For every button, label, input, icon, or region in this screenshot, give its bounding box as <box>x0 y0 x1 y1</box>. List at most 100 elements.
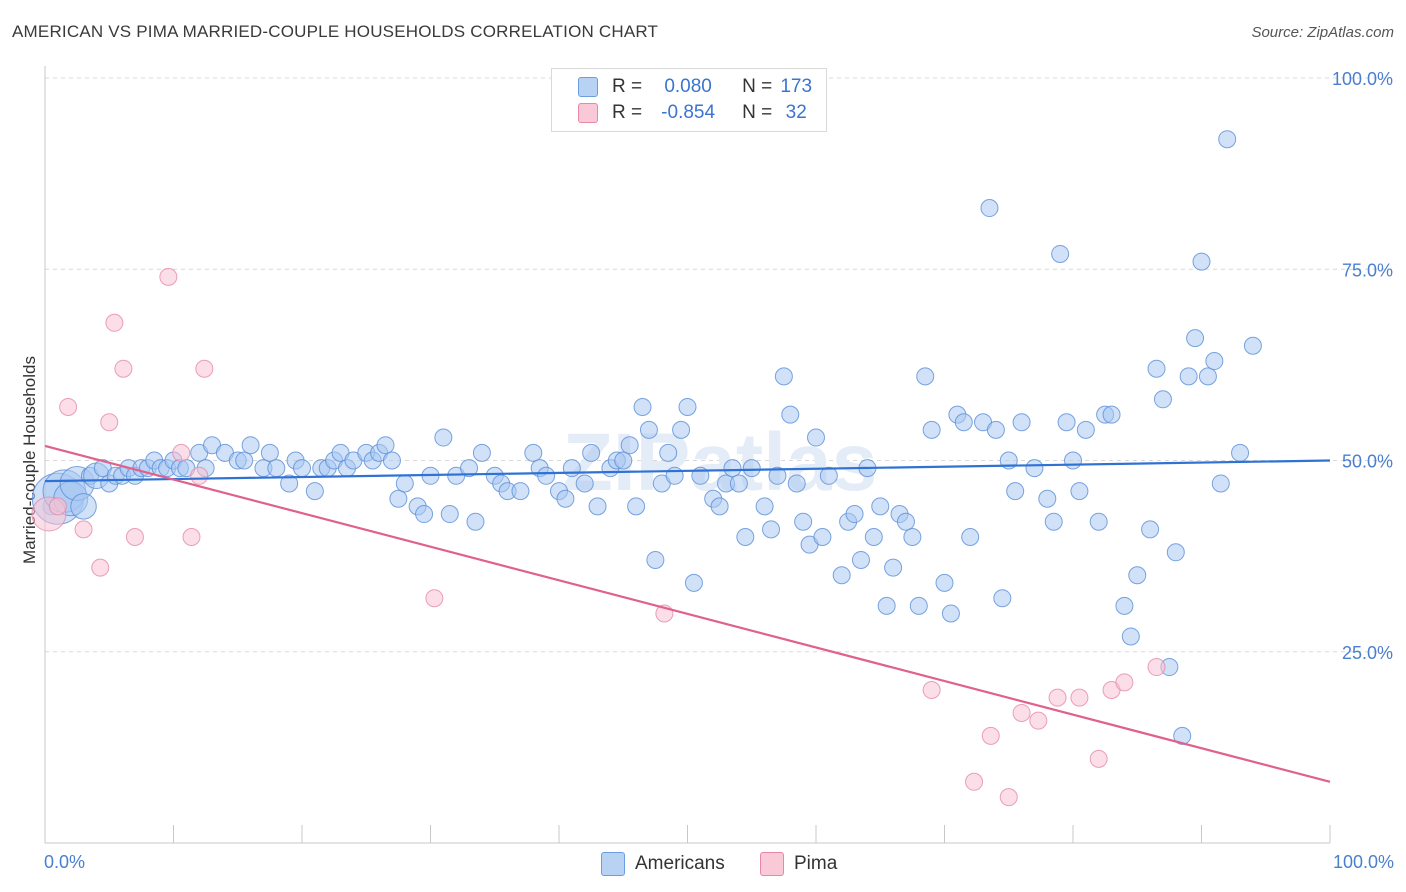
pima-point <box>1048 688 1067 707</box>
american-point <box>293 459 311 478</box>
legend-r-label: R = <box>612 76 643 97</box>
american-point <box>1044 512 1063 531</box>
pima-point <box>114 359 133 378</box>
american-point <box>684 573 703 592</box>
american-point <box>742 459 761 478</box>
american-point <box>851 550 870 569</box>
american-point <box>845 505 864 524</box>
legend-row-americans: R = 0.080 N = 173 <box>578 74 820 100</box>
american-point <box>941 604 960 623</box>
legend-n-value: 173 <box>780 76 813 97</box>
y-tick-label: 100.0% <box>1332 69 1393 89</box>
x-axis-max-label: 100.0% <box>1332 852 1394 872</box>
american-point <box>614 451 633 470</box>
american-point <box>1128 566 1147 585</box>
american-point <box>1186 329 1205 348</box>
american-point <box>376 436 395 455</box>
legend-item-pima[interactable]: Pima <box>760 852 837 876</box>
american-point <box>582 443 601 462</box>
american-point <box>440 505 459 524</box>
american-trend-line <box>44 459 1331 483</box>
american-point <box>1166 543 1185 562</box>
american-point <box>723 459 742 478</box>
american-point <box>1070 482 1089 501</box>
american-point <box>1198 367 1217 386</box>
american-point <box>511 482 530 501</box>
american-point <box>877 596 896 615</box>
americans-swatch <box>601 852 625 876</box>
legend-n-label: N = <box>742 76 773 97</box>
legend-item-americans[interactable]: Americans <box>601 852 725 876</box>
american-point <box>524 443 543 462</box>
pima-point <box>1115 673 1134 692</box>
legend-n-value: 32 <box>785 102 807 123</box>
pima-point <box>981 726 1000 745</box>
american-point <box>1064 451 1082 470</box>
pima-point <box>965 772 984 791</box>
american-point <box>832 566 851 585</box>
legend-r-value: 0.080 <box>664 76 712 97</box>
pima-point <box>1147 658 1166 677</box>
american-point <box>1051 244 1070 263</box>
american-point <box>659 443 678 462</box>
american-point <box>646 550 665 569</box>
american-point <box>993 589 1012 608</box>
american-point <box>672 420 691 439</box>
american-point <box>954 413 973 432</box>
american-point <box>729 474 748 493</box>
american-point <box>678 397 697 416</box>
american-point <box>935 573 954 592</box>
american-point <box>395 474 414 493</box>
pima-point <box>74 520 93 539</box>
legend-r-value: -0.854 <box>661 102 716 123</box>
american-point <box>1147 359 1166 378</box>
american-point <box>1141 520 1160 539</box>
american-point <box>260 443 279 462</box>
american-point <box>267 459 286 478</box>
american-point <box>1115 596 1134 615</box>
american-point <box>916 367 935 386</box>
american-point <box>633 397 652 416</box>
american-point <box>1211 474 1230 493</box>
pima-point <box>190 466 209 485</box>
american-point <box>562 459 581 478</box>
series-legend: Americans Pima <box>0 852 1406 878</box>
american-point <box>280 474 299 493</box>
legend-r-label: R = <box>612 102 643 123</box>
pima-point <box>195 359 214 378</box>
american-point <box>762 520 781 539</box>
pima-point <box>425 589 444 608</box>
american-point <box>710 497 729 516</box>
american-point <box>588 497 607 516</box>
legend-label-americans: Americans <box>635 853 725 874</box>
american-point <box>768 466 787 485</box>
american-point <box>1173 726 1192 745</box>
american-point <box>774 367 793 386</box>
american-point <box>305 482 324 501</box>
american-point <box>909 596 928 615</box>
pima-trend-line <box>44 444 1331 783</box>
american-point <box>1102 405 1121 424</box>
american-point <box>884 558 903 577</box>
american-point <box>389 489 408 508</box>
american-point <box>1057 413 1076 432</box>
american-point <box>434 428 453 447</box>
american-point <box>627 497 646 516</box>
pima-point <box>1029 711 1048 730</box>
american-point <box>903 528 922 546</box>
chart-title: AMERICAN VS PIMA MARRIED-COUPLE HOUSEHOL… <box>12 22 659 41</box>
american-point <box>1012 413 1031 432</box>
american-point <box>415 505 434 524</box>
legend-row-pima: R = -0.854 N = 32 <box>578 100 820 126</box>
pima-swatch <box>760 852 784 876</box>
y-tick-label: 75.0% <box>1342 260 1393 280</box>
american-point <box>1121 627 1140 646</box>
legend-swatch-americans <box>578 77 598 97</box>
american-point <box>896 512 915 531</box>
correlation-legend: R = 0.080 N = 173 R = -0.854 N = 32 <box>551 68 827 132</box>
pima-point <box>105 313 124 332</box>
legend-swatch-pima <box>578 103 598 123</box>
pima-point <box>48 497 67 516</box>
legend-label-pima: Pima <box>794 853 838 874</box>
american-point <box>466 512 485 531</box>
